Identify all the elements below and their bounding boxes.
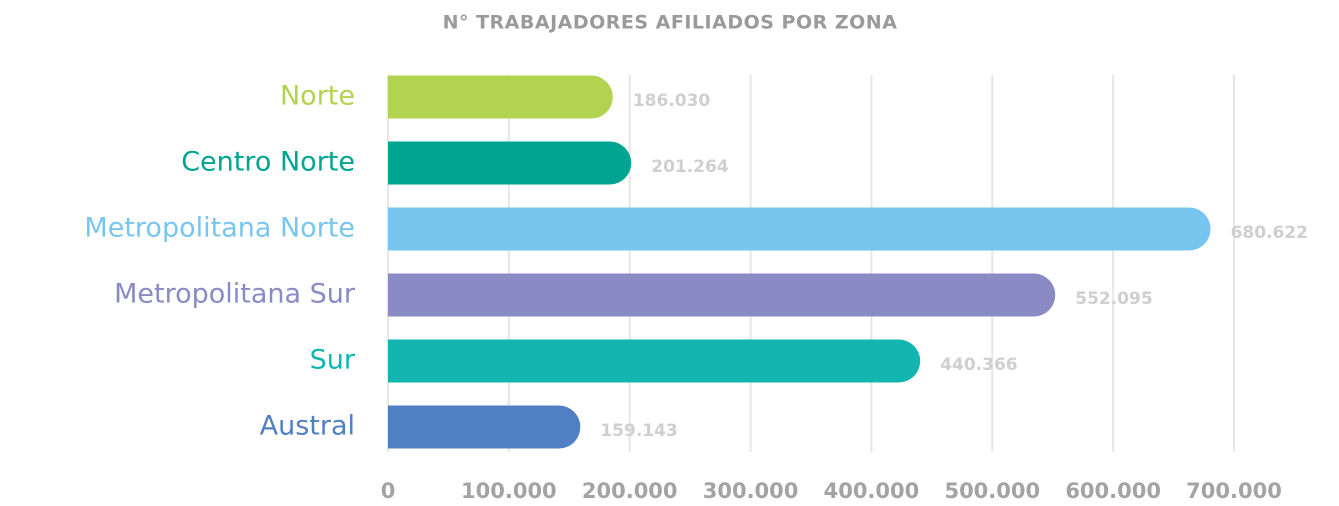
chart-title: N° TRABAJADORES AFILIADOS POR ZONA: [443, 12, 898, 34]
x-tick-label: 300.000: [703, 479, 799, 503]
x-tick-label: 0: [381, 479, 396, 503]
bar: [388, 339, 921, 383]
x-tick-label: 200.000: [582, 479, 678, 503]
value-label: 552.095: [1075, 289, 1152, 309]
category-label: Sur: [310, 345, 356, 376]
x-tick-label: 700.000: [1186, 479, 1282, 503]
value-label: 201.264: [651, 157, 729, 177]
x-tick-label: 600.000: [1065, 479, 1161, 503]
x-tick-label: 100.000: [461, 479, 557, 503]
category-label: Norte: [280, 81, 355, 112]
value-label: 680.622: [1231, 223, 1308, 243]
category-label: Metropolitana Norte: [84, 213, 355, 244]
category-label: Austral: [260, 411, 355, 442]
x-tick-label: 500.000: [944, 479, 1040, 503]
category-label: Metropolitana Sur: [114, 279, 356, 310]
x-tick-label: 400.000: [824, 479, 920, 503]
bar: [388, 207, 1211, 251]
bar: [388, 75, 613, 119]
bar: [388, 141, 632, 185]
value-label: 159.143: [600, 421, 677, 441]
bar: [388, 405, 581, 449]
category-label: Centro Norte: [181, 147, 355, 178]
value-label: 186.030: [633, 91, 711, 111]
bar: [388, 273, 1056, 317]
value-label: 440.366: [940, 355, 1017, 375]
